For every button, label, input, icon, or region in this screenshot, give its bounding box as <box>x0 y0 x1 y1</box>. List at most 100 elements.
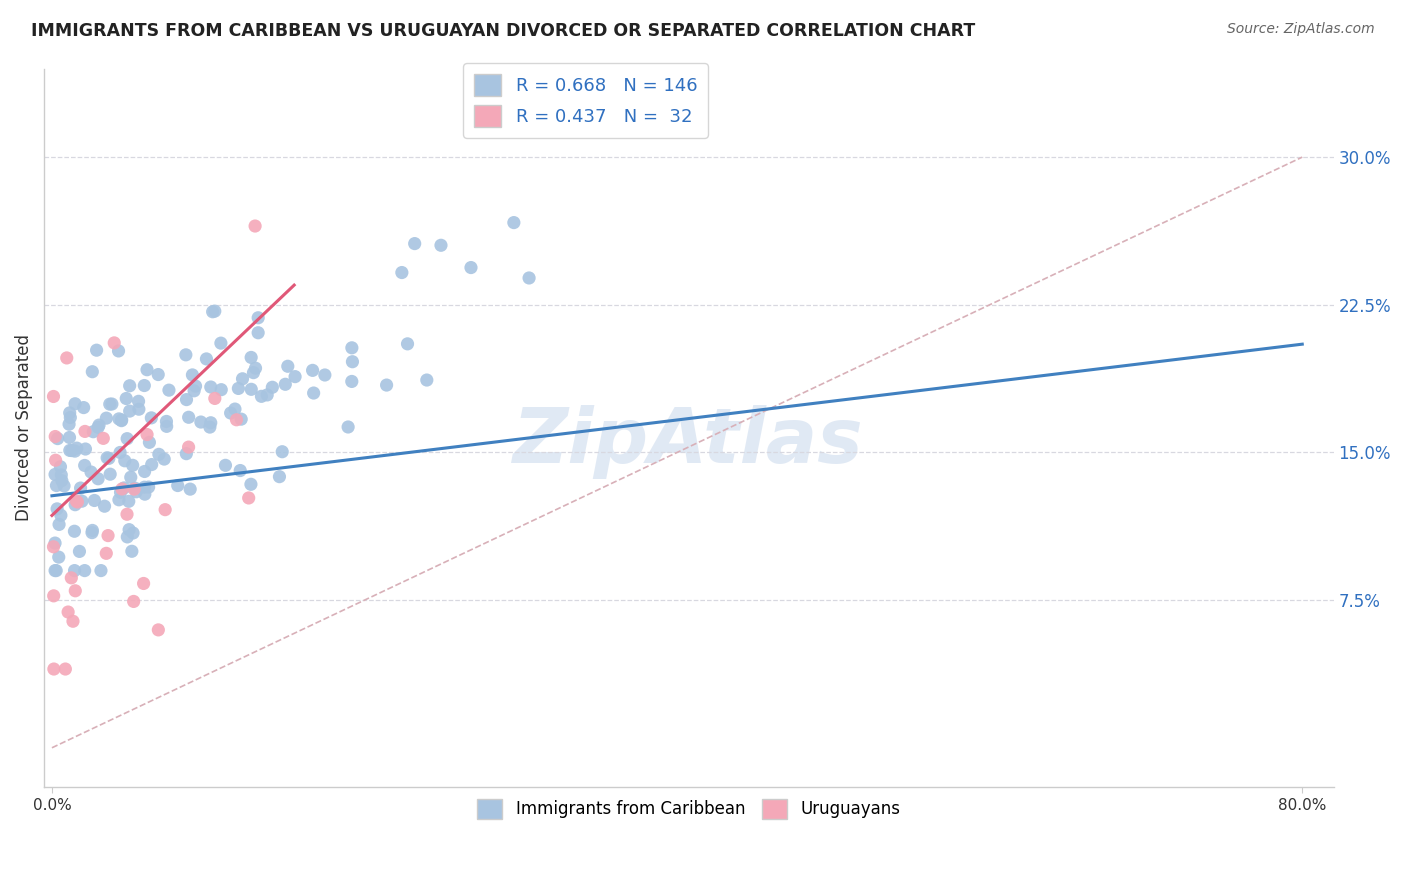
Point <box>49 508 72 523</box>
Point <box>340 341 363 355</box>
Point <box>44 467 66 482</box>
Point <box>242 366 264 380</box>
Point <box>247 326 270 340</box>
Y-axis label: Divorced or Separated: Divorced or Separated <box>15 334 32 521</box>
Point <box>277 359 299 374</box>
Point <box>141 458 163 472</box>
Point <box>63 397 86 411</box>
Text: ZipAtlas: ZipAtlas <box>513 405 865 479</box>
Point <box>128 402 150 417</box>
Point <box>134 378 156 392</box>
Point <box>517 271 540 285</box>
Point <box>177 410 200 425</box>
Point <box>460 260 482 275</box>
Point <box>141 410 163 425</box>
Point <box>87 472 110 486</box>
Point <box>153 502 176 516</box>
Point <box>262 380 284 394</box>
Point <box>391 266 413 280</box>
Point <box>138 435 160 450</box>
Point <box>204 392 226 406</box>
Point <box>97 528 120 542</box>
Point <box>416 373 439 387</box>
Point <box>56 605 79 619</box>
Point <box>48 550 70 565</box>
Point <box>118 404 141 418</box>
Point <box>45 453 67 467</box>
Point <box>181 368 204 382</box>
Point <box>53 479 76 493</box>
Point <box>125 484 148 499</box>
Point <box>80 525 103 540</box>
Point <box>121 458 143 473</box>
Text: Source: ZipAtlas.com: Source: ZipAtlas.com <box>1227 22 1375 37</box>
Text: IMMIGRANTS FROM CARIBBEAN VS URUGUAYAN DIVORCED OR SEPARATED CORRELATION CHART: IMMIGRANTS FROM CARIBBEAN VS URUGUAYAN D… <box>31 22 976 40</box>
Point <box>157 383 180 397</box>
Point <box>204 304 226 318</box>
Point <box>238 491 260 505</box>
Point <box>134 465 156 479</box>
Point <box>66 495 89 509</box>
Point <box>240 351 263 365</box>
Point <box>243 219 266 233</box>
Point <box>42 389 65 403</box>
Point <box>63 564 86 578</box>
Point <box>82 365 104 379</box>
Point <box>107 343 129 358</box>
Point <box>118 494 141 508</box>
Point <box>46 432 69 446</box>
Legend: Immigrants from Caribbean, Uruguayans: Immigrants from Caribbean, Uruguayans <box>471 792 907 826</box>
Point <box>247 310 270 325</box>
Point <box>201 304 224 318</box>
Point <box>96 450 118 465</box>
Point <box>86 343 108 358</box>
Point <box>115 432 138 446</box>
Point <box>44 536 66 550</box>
Point <box>66 441 89 455</box>
Point <box>65 583 87 598</box>
Point <box>284 369 307 384</box>
Point <box>108 445 131 459</box>
Point <box>59 443 82 458</box>
Point <box>190 415 212 429</box>
Point <box>271 444 294 458</box>
Point <box>51 467 73 482</box>
Point <box>58 417 80 432</box>
Point <box>108 492 131 507</box>
Point <box>42 589 65 603</box>
Point <box>176 392 198 407</box>
Point <box>138 480 160 494</box>
Point <box>148 623 170 637</box>
Point <box>93 499 115 513</box>
Point <box>228 381 250 395</box>
Point <box>96 546 118 560</box>
Point <box>231 372 253 386</box>
Point <box>73 458 96 473</box>
Point <box>245 361 267 376</box>
Point <box>82 524 104 538</box>
Point <box>73 564 96 578</box>
Point <box>60 443 83 458</box>
Point <box>156 419 179 434</box>
Point <box>111 413 134 427</box>
Point <box>301 363 323 377</box>
Point <box>97 451 120 466</box>
Point <box>111 482 134 496</box>
Point <box>136 362 159 376</box>
Point <box>219 406 242 420</box>
Point <box>60 571 83 585</box>
Point <box>83 493 105 508</box>
Point <box>117 530 139 544</box>
Point <box>110 414 132 428</box>
Point <box>65 494 87 508</box>
Point <box>148 368 170 382</box>
Point <box>209 383 232 397</box>
Point <box>45 478 67 492</box>
Point <box>134 487 156 501</box>
Point <box>73 425 96 439</box>
Point <box>239 477 262 491</box>
Point <box>340 375 363 389</box>
Point <box>98 467 121 482</box>
Point <box>195 351 218 366</box>
Point <box>256 388 278 402</box>
